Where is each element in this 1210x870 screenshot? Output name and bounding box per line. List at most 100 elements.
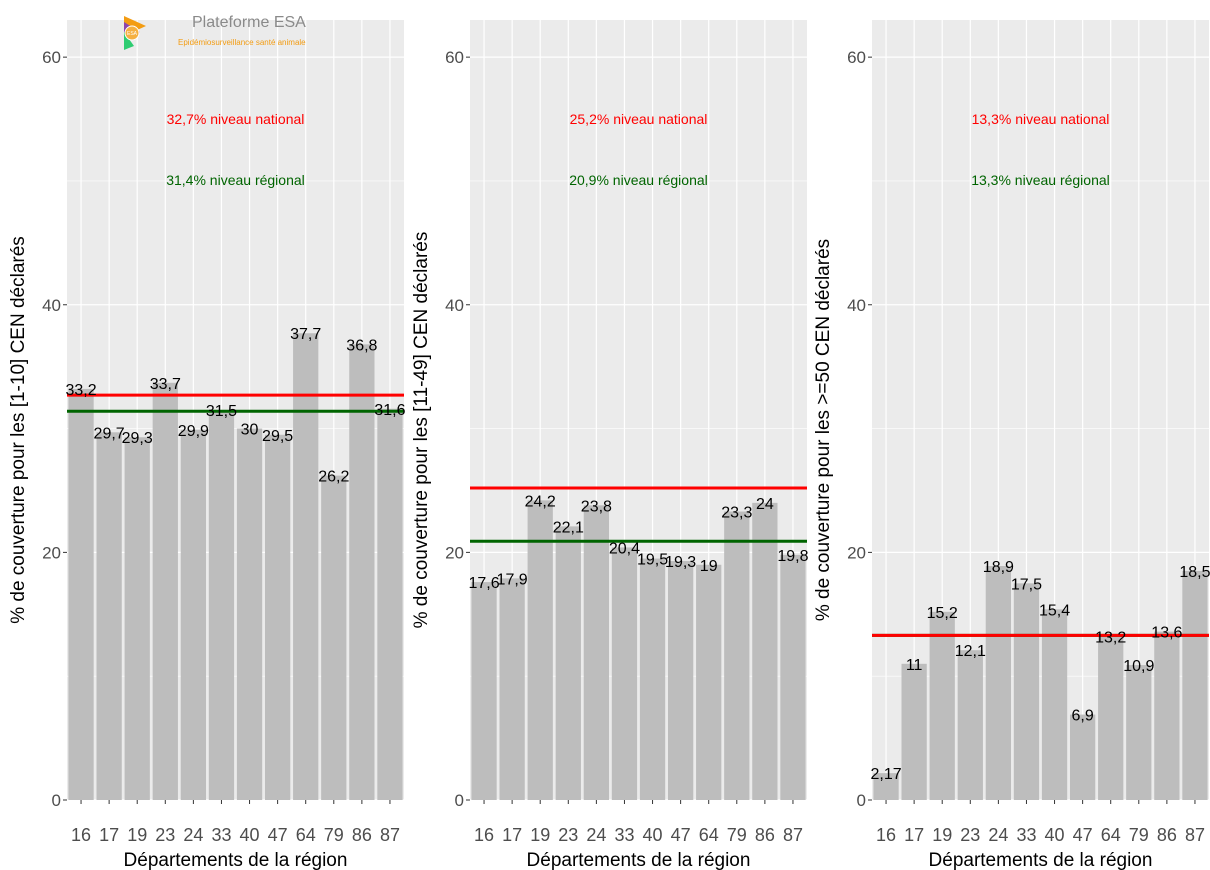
x-axis-title: Départements de la région xyxy=(929,850,1153,870)
bar-16 xyxy=(471,582,497,800)
chart-panel-2: 17,617,924,222,123,820,419,519,3 1923,324… xyxy=(411,20,809,870)
x-tick-label-24: 24 xyxy=(988,825,1008,845)
y-tick-label: 20 xyxy=(445,543,464,562)
data-label-16: 33,2 xyxy=(65,382,96,399)
x-tick-label-19: 19 xyxy=(127,825,147,845)
bar-23 xyxy=(555,526,581,800)
logo-subtitle: Epidémiosurveillance santé animale xyxy=(178,38,306,47)
annotation-regional: 31,4% niveau régional xyxy=(166,172,305,188)
x-tick-label-17: 17 xyxy=(99,825,119,845)
bar-79 xyxy=(321,475,347,800)
bar-16 xyxy=(873,773,899,800)
x-tick-label-16: 16 xyxy=(71,825,91,845)
bar-86 xyxy=(1154,631,1180,800)
bar-79 xyxy=(1126,665,1152,800)
bar-24 xyxy=(985,566,1012,800)
esa-logo-icon: ESA xyxy=(124,16,146,50)
y-tick-label: 60 xyxy=(42,48,61,67)
data-label-17: 11 xyxy=(906,657,923,674)
esa-logo: ESA Plateforme ESA Epidémiosurveillance … xyxy=(120,12,360,52)
data-label-17: 17,9 xyxy=(497,571,528,588)
bar-86 xyxy=(752,502,778,800)
x-tick-label-33: 33 xyxy=(614,825,634,845)
bar-87 xyxy=(1182,570,1208,800)
x-tick-label-87: 87 xyxy=(1185,825,1205,845)
x-tick-label-17: 17 xyxy=(904,825,924,845)
annotation-national: 13,3% niveau national xyxy=(972,111,1110,127)
data-label-17: 29,7 xyxy=(94,425,125,442)
bar-47 xyxy=(1069,714,1096,800)
bar-19 xyxy=(527,500,553,800)
bar-40 xyxy=(639,558,666,800)
bar-23 xyxy=(957,650,983,800)
bar-47 xyxy=(264,434,291,800)
data-label-40: 15,4 xyxy=(1039,602,1070,619)
annotation-national: 25,2% niveau national xyxy=(570,111,708,127)
bar-16 xyxy=(68,388,94,800)
data-label-79: 23,3 xyxy=(721,505,752,522)
data-label-19: 29,3 xyxy=(122,430,153,447)
data-label-40: 19,5 xyxy=(637,552,668,569)
data-label-23: 33,7 xyxy=(150,376,181,393)
x-tick-label-79: 79 xyxy=(324,825,344,845)
x-tick-label-79: 79 xyxy=(1129,825,1149,845)
x-tick-label-17: 17 xyxy=(502,825,522,845)
x-tick-label-16: 16 xyxy=(876,825,896,845)
annotation-national: 32,7% niveau national xyxy=(167,111,305,127)
chart-panel-3: 2,17 11 15,2 12,1 18,917,5 15,4 6,9 13,2 10,9 13,… xyxy=(813,20,1210,870)
data-label-33: 20,4 xyxy=(609,540,640,557)
data-label-16: 17,6 xyxy=(468,575,499,592)
x-axis-title: Départements de la région xyxy=(124,850,348,870)
y-tick-label: 0 xyxy=(52,791,61,810)
x-tick-label-40: 40 xyxy=(1045,825,1065,845)
x-tick-label-87: 87 xyxy=(380,825,400,845)
x-tick-label-86: 86 xyxy=(352,825,372,845)
bar-47 xyxy=(667,561,694,800)
x-tick-label-16: 16 xyxy=(474,825,494,845)
x-tick-label-24: 24 xyxy=(586,825,606,845)
bar-17 xyxy=(499,578,525,800)
logo-title: Plateforme ESA xyxy=(192,14,306,31)
esa-logo-mark-text: ESA xyxy=(127,31,138,37)
bar-24 xyxy=(180,429,207,800)
annotation-regional: 20,9% niveau régional xyxy=(569,172,708,188)
data-label-79: 26,2 xyxy=(318,469,349,486)
data-label-86: 24 xyxy=(756,496,774,513)
y-tick-label: 60 xyxy=(445,48,464,67)
data-label-87: 18,5 xyxy=(1179,564,1210,581)
data-label-64: 19 xyxy=(700,558,718,575)
data-label-24: 18,9 xyxy=(983,559,1014,576)
x-tick-label-86: 86 xyxy=(1157,825,1177,845)
x-tick-label-47: 47 xyxy=(268,825,288,845)
bar-33 xyxy=(611,547,638,800)
data-label-47: 19,3 xyxy=(665,554,696,571)
x-tick-label-64: 64 xyxy=(699,825,719,845)
x-tick-label-33: 33 xyxy=(211,825,231,845)
x-tick-label-19: 19 xyxy=(932,825,952,845)
panel-background xyxy=(470,20,807,800)
bar-87 xyxy=(377,408,403,800)
y-tick-label: 40 xyxy=(445,296,464,315)
bar-79 xyxy=(724,511,750,800)
x-tick-label-64: 64 xyxy=(296,825,316,845)
y-tick-label: 40 xyxy=(42,296,61,315)
data-label-33: 31,5 xyxy=(206,403,237,420)
x-tick-label-47: 47 xyxy=(1073,825,1093,845)
data-label-47: 29,5 xyxy=(262,428,293,445)
data-label-64: 37,7 xyxy=(290,326,321,343)
y-tick-label: 40 xyxy=(847,296,866,315)
bar-33 xyxy=(208,410,235,800)
data-label-33: 17,5 xyxy=(1011,576,1042,593)
y-tick-label: 0 xyxy=(455,791,464,810)
data-label-86: 36,8 xyxy=(346,337,377,354)
x-tick-label-33: 33 xyxy=(1016,825,1036,845)
bar-64 xyxy=(293,333,319,800)
y-tick-label: 60 xyxy=(847,48,866,67)
bar-19 xyxy=(124,437,150,800)
bar-33 xyxy=(1013,583,1040,800)
data-label-47: 6,9 xyxy=(1072,708,1094,725)
y-tick-label: 20 xyxy=(847,543,866,562)
chart-panel-1: 33,2 29,729,3 33,7 29,9 31,530 29,5 37,7 26,2 36… xyxy=(8,20,406,870)
data-label-16: 2,17 xyxy=(870,766,901,783)
x-tick-label-47: 47 xyxy=(671,825,691,845)
